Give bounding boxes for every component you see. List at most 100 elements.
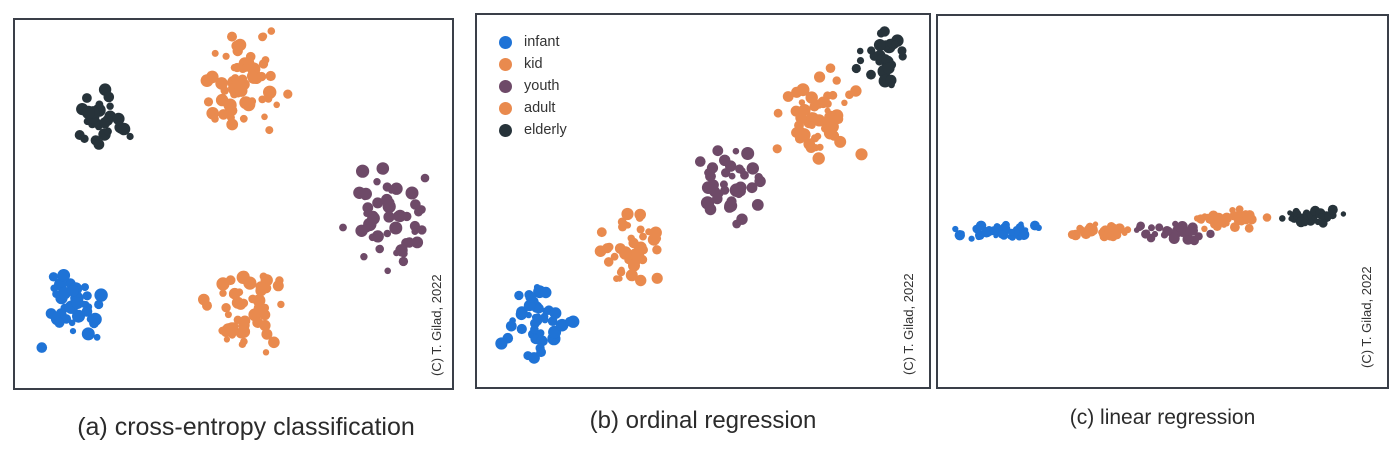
data-point-youth bbox=[392, 211, 404, 222]
data-point-adult bbox=[821, 124, 830, 133]
data-point-youth bbox=[360, 253, 368, 261]
data-point-youth bbox=[382, 200, 396, 214]
data-point-youth bbox=[376, 162, 390, 175]
data-point-adult bbox=[1201, 225, 1208, 232]
data-point-elderly bbox=[1287, 210, 1293, 216]
data-point-elderly bbox=[897, 46, 907, 56]
data-point-kid bbox=[635, 274, 647, 287]
data-point-kid bbox=[636, 225, 645, 234]
scatter-plot-b bbox=[495, 26, 907, 364]
legend-label-adult: adult bbox=[524, 100, 556, 116]
data-point-adult bbox=[273, 101, 281, 109]
data-point-adult bbox=[283, 89, 293, 99]
data-point-infant bbox=[540, 312, 549, 321]
watermark-b: (C) T. Gilad, 2022 bbox=[901, 273, 916, 375]
data-point-infant bbox=[534, 313, 542, 321]
data-point-infant bbox=[975, 220, 987, 231]
data-point-adult bbox=[816, 143, 824, 151]
legend-marker-elderly bbox=[499, 123, 512, 137]
data-point-infant bbox=[94, 288, 108, 302]
data-point-kid bbox=[262, 349, 270, 356]
data-point-youth bbox=[746, 182, 758, 194]
legend-marker-kid bbox=[499, 57, 512, 71]
data-point-kid bbox=[259, 309, 271, 321]
data-point-infant bbox=[536, 329, 545, 337]
plot-panel-a: (C) T. Gilad, 2022 bbox=[13, 18, 454, 390]
data-point-kid bbox=[634, 208, 646, 221]
caption-b: (b) ordinal regression bbox=[589, 407, 817, 434]
data-point-adult bbox=[232, 45, 243, 57]
data-point-adult bbox=[220, 86, 229, 95]
data-point-infant bbox=[536, 347, 546, 358]
data-point-elderly bbox=[126, 132, 134, 141]
data-point-infant bbox=[81, 283, 89, 292]
data-point-adult bbox=[1229, 207, 1236, 214]
data-point-youth bbox=[411, 236, 424, 249]
legend-item-youth: youth bbox=[499, 75, 567, 97]
data-point-infant bbox=[1017, 225, 1024, 231]
data-point-elderly bbox=[880, 54, 891, 64]
data-point-infant bbox=[549, 307, 562, 320]
data-point-elderly bbox=[867, 46, 876, 55]
data-point-adult bbox=[264, 95, 273, 103]
data-point-adult bbox=[239, 114, 248, 123]
data-point-elderly bbox=[1279, 215, 1286, 222]
watermark-a: (C) T. Gilad, 2022 bbox=[429, 274, 444, 376]
data-point-youth bbox=[1168, 233, 1180, 244]
data-point-kid bbox=[252, 317, 264, 328]
data-point-adult bbox=[256, 71, 267, 82]
caption-a: (a) cross-entropy classification bbox=[77, 413, 415, 441]
data-point-adult bbox=[814, 71, 826, 83]
data-point-kid bbox=[221, 303, 231, 313]
legend-label-elderly: elderly bbox=[524, 122, 567, 138]
data-point-infant bbox=[975, 234, 982, 241]
data-point-youth bbox=[361, 224, 370, 233]
data-point-infant bbox=[523, 299, 536, 312]
data-point-kid bbox=[223, 336, 230, 343]
data-point-infant bbox=[1020, 230, 1029, 239]
data-point-adult bbox=[1262, 213, 1272, 222]
data-point-infant bbox=[80, 300, 88, 308]
data-point-infant bbox=[998, 230, 1007, 239]
data-point-kid bbox=[624, 256, 632, 264]
data-point-infant bbox=[81, 306, 93, 317]
data-point-adult bbox=[773, 108, 783, 118]
data-point-youth bbox=[708, 179, 719, 191]
data-point-adult bbox=[211, 49, 219, 57]
data-point-youth bbox=[1135, 223, 1144, 232]
data-point-youth bbox=[712, 145, 724, 157]
data-point-adult bbox=[805, 91, 818, 104]
data-point-adult bbox=[226, 105, 238, 116]
data-point-infant bbox=[989, 226, 999, 236]
data-point-kid bbox=[651, 272, 663, 284]
data-point-adult bbox=[1244, 223, 1254, 233]
data-point-kid bbox=[618, 266, 625, 274]
data-point-elderly bbox=[888, 81, 895, 89]
data-point-elderly bbox=[851, 63, 861, 74]
data-point-infant bbox=[515, 308, 528, 321]
data-point-kid bbox=[225, 275, 236, 286]
data-point-youth bbox=[1155, 223, 1164, 232]
data-point-infant bbox=[93, 333, 101, 341]
data-point-adult bbox=[1199, 214, 1206, 220]
data-point-youth bbox=[389, 221, 403, 235]
data-point-elderly bbox=[112, 112, 125, 125]
data-point-kid bbox=[230, 322, 239, 331]
data-point-youth bbox=[719, 154, 731, 166]
data-point-youth bbox=[695, 156, 706, 167]
data-point-adult bbox=[215, 93, 229, 107]
data-point-kid bbox=[219, 289, 227, 297]
data-point-kid bbox=[1113, 231, 1122, 240]
data-point-kid bbox=[616, 275, 623, 282]
data-point-infant bbox=[86, 315, 95, 323]
data-point-adult bbox=[261, 113, 268, 121]
data-point-infant bbox=[54, 317, 65, 328]
data-point-infant bbox=[81, 327, 95, 341]
data-point-kid bbox=[1077, 225, 1085, 234]
data-point-adult bbox=[772, 144, 782, 154]
data-point-youth bbox=[411, 228, 419, 235]
data-point-elderly bbox=[95, 100, 104, 109]
data-point-youth bbox=[754, 175, 766, 188]
data-point-elderly bbox=[891, 40, 899, 49]
scatter-plot-a bbox=[36, 27, 430, 356]
